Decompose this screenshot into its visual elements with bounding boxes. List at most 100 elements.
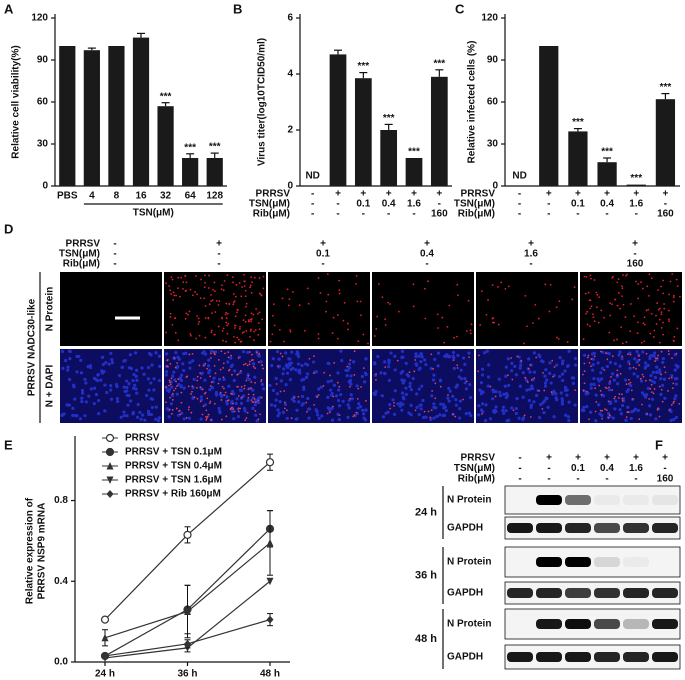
nucleus-dot (207, 358, 211, 362)
nucleus-dot (350, 397, 355, 401)
nucleus-dot (211, 380, 215, 384)
signal-dot (658, 385, 661, 388)
signal-dot (532, 322, 534, 324)
signal-dot (600, 393, 603, 396)
signal-dot (457, 294, 459, 297)
nucleus-dot (441, 414, 445, 418)
signal-dot (211, 299, 214, 302)
signal-dot (617, 278, 620, 280)
nucleus-dot (601, 394, 606, 398)
nucleus-dot (255, 419, 259, 423)
nucleus-dot (231, 409, 235, 413)
signal-dot (241, 331, 244, 334)
condition-value: - (113, 249, 116, 260)
bar (206, 158, 223, 186)
signal-dot (185, 312, 188, 315)
nucleus-dot (443, 405, 447, 409)
nucleus-dot (373, 362, 377, 366)
nucleus-dot (146, 409, 151, 413)
nucleus-dot (386, 365, 391, 369)
nucleus-dot (653, 351, 657, 355)
nucleus-dot (170, 374, 175, 378)
nucleus-dot (521, 395, 525, 399)
nucleus-dot (615, 374, 619, 378)
legend-label: PRRSV + TSN 0.4μM (125, 461, 222, 472)
signal-dot (232, 303, 235, 306)
signal-dot (225, 311, 228, 314)
signal-dot (197, 317, 200, 320)
nucleus-dot (560, 378, 565, 383)
nucleus-dot (277, 357, 281, 361)
nucleus-dot (363, 380, 367, 384)
nucleus-dot (648, 354, 652, 359)
signal-dot (588, 361, 591, 364)
nucleus-dot (391, 398, 395, 402)
signal-dot (180, 391, 183, 394)
nucleus-dot (330, 393, 334, 397)
nucleus-dot (507, 418, 511, 422)
nucleus-dot (103, 383, 107, 387)
nucleus-dot (208, 388, 212, 392)
signal-dot (228, 369, 230, 372)
signal-dot (431, 389, 434, 392)
signal-dot (171, 398, 174, 401)
nucleus-dot (87, 394, 91, 398)
nucleus-dot (157, 354, 161, 358)
panel-letter: F (655, 437, 663, 452)
signal-dot (227, 351, 230, 354)
nucleus-dot (242, 406, 247, 411)
signal-dot (184, 274, 187, 277)
signal-dot (616, 304, 619, 307)
signal-dot (668, 353, 670, 356)
signal-dot (217, 325, 220, 328)
nucleus-dot (655, 370, 659, 374)
nucleus-dot (139, 417, 143, 421)
nucleus-dot (257, 400, 261, 405)
signal-dot (271, 333, 274, 336)
signal-dot (245, 379, 248, 382)
signal-dot (622, 274, 624, 276)
nucleus-dot (75, 370, 79, 374)
signal-dot (240, 295, 243, 298)
nucleus-dot (401, 395, 405, 399)
signal-dot (537, 317, 540, 320)
nucleus-dot (486, 375, 491, 379)
signal-dot (469, 332, 472, 335)
y-tick-label: 0 (287, 181, 293, 192)
nucleus-dot (429, 417, 433, 421)
nucleus-dot (320, 414, 324, 418)
condition-value: + (436, 189, 442, 200)
signal-dot (355, 411, 358, 414)
nucleus-dot (147, 388, 151, 392)
signal-dot (234, 341, 237, 344)
nucleus-dot (135, 391, 139, 395)
nucleus-dot (608, 400, 612, 404)
nucleus-dot (405, 373, 409, 377)
signal-dot (238, 282, 241, 284)
nucleus-dot (285, 371, 290, 375)
nucleus-dot (485, 349, 489, 353)
signal-dot (226, 324, 229, 327)
nucleus-dot (389, 351, 393, 355)
signal-dot (243, 384, 246, 387)
signal-dot (552, 375, 554, 378)
nucleus-dot (454, 398, 458, 402)
nucleus-dot (192, 377, 196, 381)
signal-dot (254, 329, 257, 331)
signal-dot (277, 365, 279, 367)
signal-dot (430, 409, 433, 412)
signal-dot (317, 277, 320, 279)
micrograph (164, 272, 266, 346)
signal-dot (494, 395, 497, 398)
signal-dot (652, 336, 655, 338)
nucleus-dot (119, 415, 123, 419)
nucleus-dot (640, 391, 645, 395)
panel-letter: C (455, 1, 465, 16)
nucleus-dot (548, 361, 552, 365)
signal-dot (260, 380, 263, 383)
signal-dot (176, 362, 179, 364)
point (266, 615, 274, 624)
nucleus-dot (435, 414, 439, 419)
condition-value: - (362, 209, 365, 220)
nucleus-dot (632, 372, 636, 376)
